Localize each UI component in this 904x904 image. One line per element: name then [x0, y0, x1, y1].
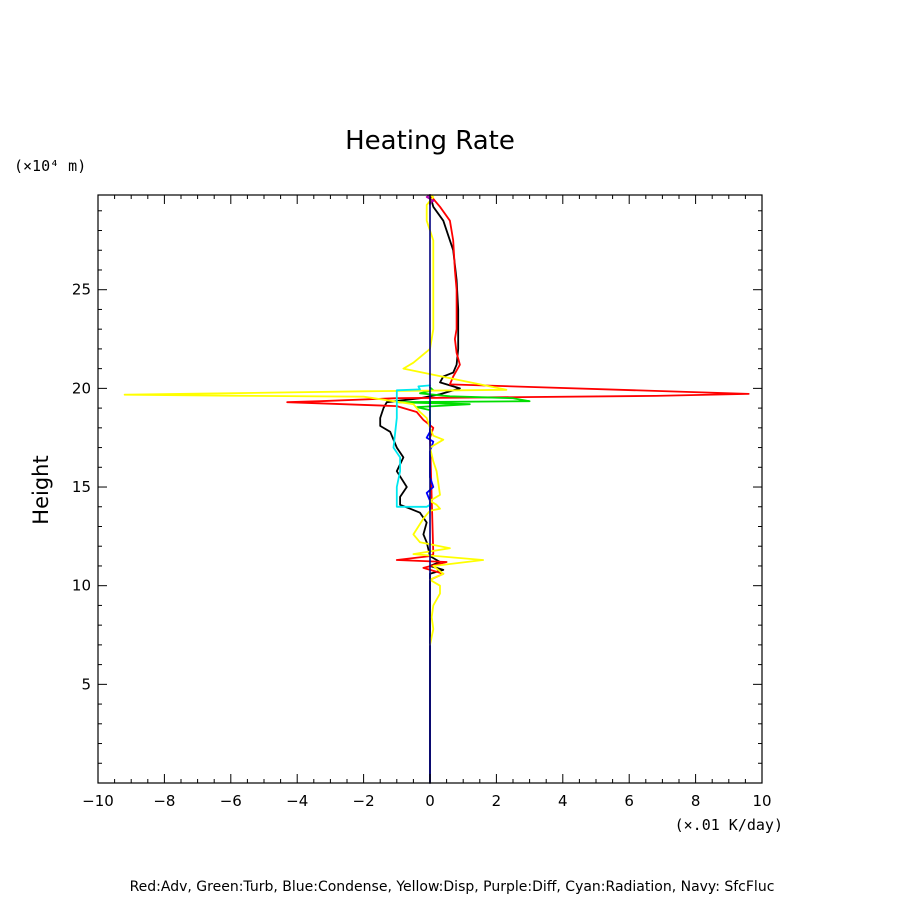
- x-tick-label: −8: [153, 792, 175, 810]
- x-tick-label: 4: [558, 792, 568, 810]
- y-tick-label: 5: [81, 675, 91, 693]
- series-line-green-turb: [395, 386, 531, 439]
- x-tick-label: −4: [286, 792, 308, 810]
- x-tick-label: 8: [691, 792, 701, 810]
- y-tick-label: 25: [72, 281, 91, 299]
- series-line-red-adv: [286, 194, 750, 581]
- series-layer: [123, 194, 750, 784]
- series-line-yellow-disp: [123, 194, 508, 646]
- y-tick-label: 10: [72, 577, 91, 595]
- y-tick-label: 15: [72, 478, 91, 496]
- legend-text: Red:Adv, Green:Turb, Blue:Condense, Yell…: [130, 879, 775, 895]
- y-axis-label: Height: [29, 455, 53, 524]
- x-tick-label: −2: [353, 792, 375, 810]
- plot-frame: [97, 194, 763, 784]
- x-tick-label: 6: [624, 792, 634, 810]
- y-tick-label: 20: [72, 379, 91, 397]
- y-axis-unit: (×10⁴ m): [14, 157, 86, 175]
- x-tick-label: 2: [492, 792, 502, 810]
- series-line-total: [379, 194, 461, 784]
- x-tick-label: −10: [82, 792, 114, 810]
- ticks-layer: −10 −8 −6 −4 −2 0 2 4 6 8 10 5 10 15 20 25: [72, 195, 772, 810]
- x-tick-label: 0: [425, 792, 435, 810]
- chart-title: Heating Rate: [345, 126, 515, 156]
- x-tick-label: 10: [752, 792, 771, 810]
- series-line-cyan-radiation: [392, 384, 431, 508]
- x-axis-unit: (×.01 K/day): [675, 816, 783, 834]
- x-tick-label: −6: [220, 792, 242, 810]
